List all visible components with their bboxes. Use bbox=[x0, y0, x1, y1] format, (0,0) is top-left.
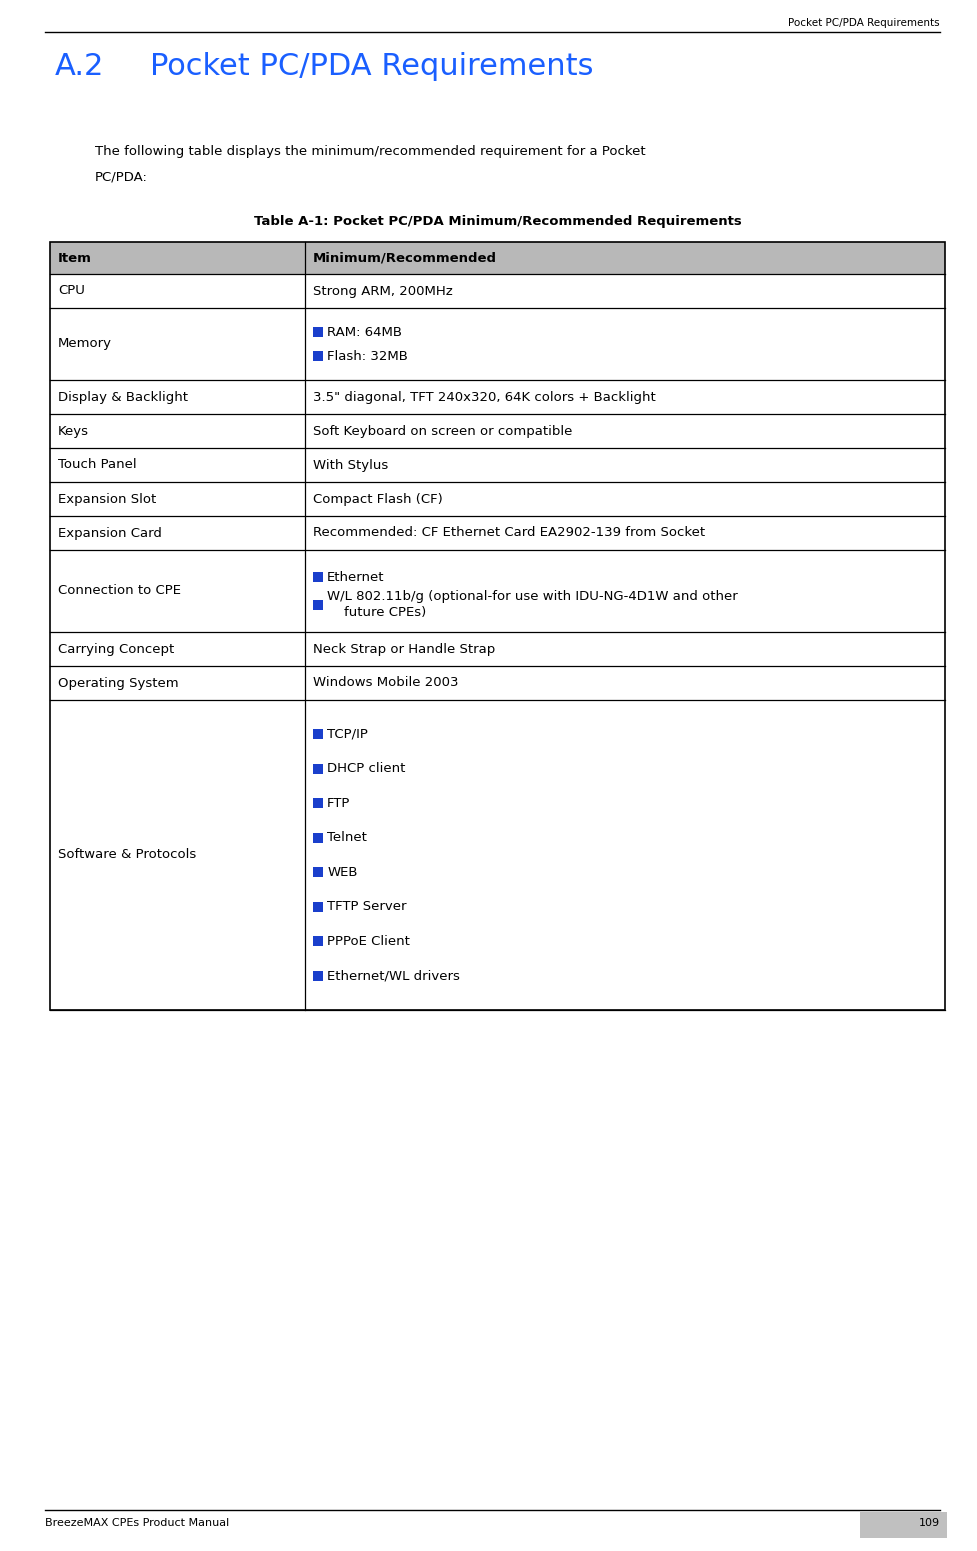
Text: Memory: Memory bbox=[58, 338, 112, 351]
Text: TFTP Server: TFTP Server bbox=[327, 900, 406, 914]
Text: FTP: FTP bbox=[327, 797, 351, 810]
Text: Carrying Concept: Carrying Concept bbox=[58, 642, 174, 656]
Text: Windows Mobile 2003: Windows Mobile 2003 bbox=[313, 676, 458, 690]
Bar bbox=[313, 833, 322, 842]
Text: Soft Keyboard on screen or compatible: Soft Keyboard on screen or compatible bbox=[313, 425, 573, 437]
Bar bbox=[313, 867, 322, 878]
Text: Item: Item bbox=[58, 251, 92, 265]
Text: Ethernet/WL drivers: Ethernet/WL drivers bbox=[327, 969, 460, 982]
Text: Keys: Keys bbox=[58, 425, 89, 437]
Text: Pocket PC/PDA Requirements: Pocket PC/PDA Requirements bbox=[150, 53, 593, 81]
Bar bbox=[313, 799, 322, 808]
Bar bbox=[313, 729, 322, 740]
Text: 109: 109 bbox=[919, 1518, 940, 1528]
Text: WEB: WEB bbox=[327, 865, 358, 879]
Text: Operating System: Operating System bbox=[58, 676, 179, 690]
Text: 3.5" diagonal, TFT 240x320, 64K colors + Backlight: 3.5" diagonal, TFT 240x320, 64K colors +… bbox=[313, 391, 656, 403]
Text: PC/PDA:: PC/PDA: bbox=[95, 171, 148, 183]
Bar bbox=[313, 327, 322, 337]
Bar bbox=[313, 351, 322, 361]
Text: BreezeMAX CPEs Product Manual: BreezeMAX CPEs Product Manual bbox=[45, 1518, 230, 1528]
Text: Recommended: CF Ethernet Card EA2902-139 from Socket: Recommended: CF Ethernet Card EA2902-139… bbox=[313, 526, 705, 540]
Bar bbox=[313, 572, 322, 582]
Text: Display & Backlight: Display & Backlight bbox=[58, 391, 188, 403]
Text: Expansion Card: Expansion Card bbox=[58, 526, 162, 540]
Text: Software & Protocols: Software & Protocols bbox=[58, 848, 196, 861]
Bar bbox=[860, 1512, 947, 1539]
Text: W/L 802.11b/g (optional-for use with IDU-NG-4D1W and other
    future CPEs): W/L 802.11b/g (optional-for use with IDU… bbox=[327, 589, 738, 619]
Text: RAM: 64MB: RAM: 64MB bbox=[327, 326, 403, 338]
Text: A.2: A.2 bbox=[55, 53, 105, 81]
Text: Telnet: Telnet bbox=[327, 831, 367, 844]
Text: Neck Strap or Handle Strap: Neck Strap or Handle Strap bbox=[313, 642, 495, 656]
Text: Compact Flash (CF): Compact Flash (CF) bbox=[313, 493, 443, 506]
Text: Connection to CPE: Connection to CPE bbox=[58, 585, 181, 597]
Text: The following table displays the minimum/recommended requirement for a Pocket: The following table displays the minimum… bbox=[95, 144, 646, 158]
Bar bbox=[313, 901, 322, 912]
Text: CPU: CPU bbox=[58, 284, 85, 298]
Text: Strong ARM, 200MHz: Strong ARM, 200MHz bbox=[313, 284, 452, 298]
Text: Flash: 32MB: Flash: 32MB bbox=[327, 349, 408, 363]
Bar bbox=[313, 600, 322, 610]
Bar bbox=[50, 242, 945, 1010]
Text: Table A-1: Pocket PC/PDA Minimum/Recommended Requirements: Table A-1: Pocket PC/PDA Minimum/Recomme… bbox=[254, 216, 742, 228]
Bar bbox=[313, 971, 322, 980]
Text: PPPoE Client: PPPoE Client bbox=[327, 935, 410, 948]
Text: DHCP client: DHCP client bbox=[327, 763, 405, 776]
Text: With Stylus: With Stylus bbox=[313, 459, 388, 472]
Text: Minimum/Recommended: Minimum/Recommended bbox=[313, 251, 497, 265]
Text: Expansion Slot: Expansion Slot bbox=[58, 493, 156, 506]
Text: TCP/IP: TCP/IP bbox=[327, 727, 368, 741]
Bar bbox=[313, 765, 322, 774]
Text: Ethernet: Ethernet bbox=[327, 571, 385, 583]
Text: Touch Panel: Touch Panel bbox=[58, 459, 137, 472]
Text: Pocket PC/PDA Requirements: Pocket PC/PDA Requirements bbox=[788, 19, 940, 28]
Bar bbox=[313, 937, 322, 946]
Bar bbox=[50, 242, 945, 275]
